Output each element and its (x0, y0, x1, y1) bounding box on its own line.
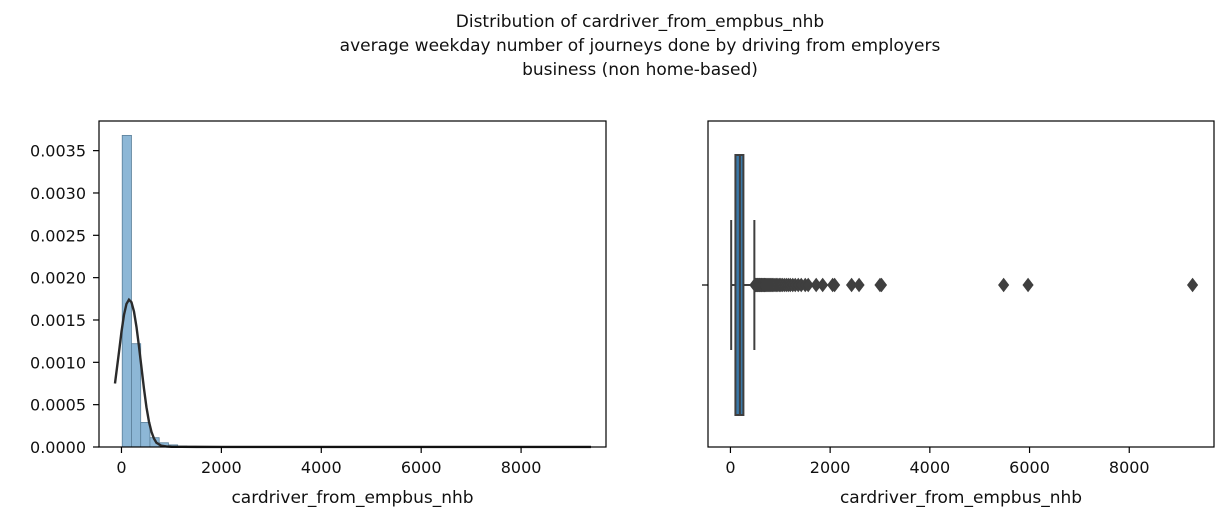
figure-title-line-3: business (non home-based) (522, 60, 758, 80)
boxplot-x-tick-label: 8000 (1109, 458, 1150, 477)
boxplot-outlier (853, 277, 865, 293)
boxplot-outliers (749, 277, 1199, 293)
histogram-bar (140, 422, 151, 448)
boxplot-outlier (845, 277, 858, 293)
boxplot-outlier (802, 277, 814, 293)
boxplot-outlier (1022, 277, 1034, 293)
histogram-y-axis: 0.0000 0.0005 0.0010 0.0015 0.0020 0.0025 0.00… (30, 142, 99, 457)
boxplot-outlier (998, 277, 1010, 293)
histogram-x-tick-label: 4000 (301, 458, 342, 477)
kde-curve (113, 297, 592, 449)
histogram-x-axis-label: cardriver_from_empbus_nhb (231, 488, 473, 508)
histogram-y-tick-label: 0.0005 (30, 396, 86, 415)
figure-title-line-2: average weekday number of journeys done … (339, 36, 941, 56)
boxplot-x-tick-label: 6000 (1009, 458, 1050, 477)
boxplot-outlier (817, 277, 829, 293)
histogram-y-tick-label: 0.0035 (30, 142, 86, 161)
histogram-x-axis: 0 2000 4000 6000 8000 (116, 447, 541, 477)
histogram-bar (121, 134, 132, 448)
histogram-y-tick-label: 0.0015 (30, 311, 86, 330)
boxplot-axes-frame (707, 120, 1215, 448)
figure-title: Distribution of cardriver_from_empbus_nh… (0, 10, 1229, 82)
histogram-x-tick-label: 6000 (401, 458, 442, 477)
boxplot-x-axis: 0 2000 4000 6000 8000 (725, 447, 1150, 477)
boxplot-x-tick-label: 4000 (909, 458, 950, 477)
histogram-y-tick-label: 0.0000 (30, 438, 86, 457)
boxplot-outlier (875, 277, 888, 293)
boxplot-outlier (1186, 277, 1199, 293)
figure-title-line-1: Distribution of cardriver_from_empbus_nh… (455, 12, 825, 32)
histogram-x-tick-label: 0 (116, 458, 126, 477)
boxplot-outlier (829, 277, 841, 293)
histogram-plot: 0 2000 4000 6000 8000 0.00000.00050.00100.00… (30, 120, 607, 508)
boxplot-x-tick-label: 0 (725, 458, 735, 477)
histogram-y-tick-label: 0.0010 (30, 353, 86, 372)
histogram-x-tick-label: 8000 (501, 458, 542, 477)
histogram-axes-frame (98, 120, 607, 448)
histogram-y-tick-label: 0.0025 (30, 226, 86, 245)
boxplot-plot: 0 2000 4000 6000 8000 cardriver_from_empbus_… (702, 120, 1215, 508)
histogram-x-tick-label: 2000 (201, 458, 242, 477)
histogram-y-tick-label: 0.0020 (30, 269, 86, 288)
boxplot-x-tick-label: 2000 (810, 458, 851, 477)
boxplot-box (730, 154, 756, 416)
boxplot-x-axis-label: cardriver_from_empbus_nhb (840, 488, 1082, 508)
histogram-y-tick-label: 0.0030 (30, 184, 86, 203)
